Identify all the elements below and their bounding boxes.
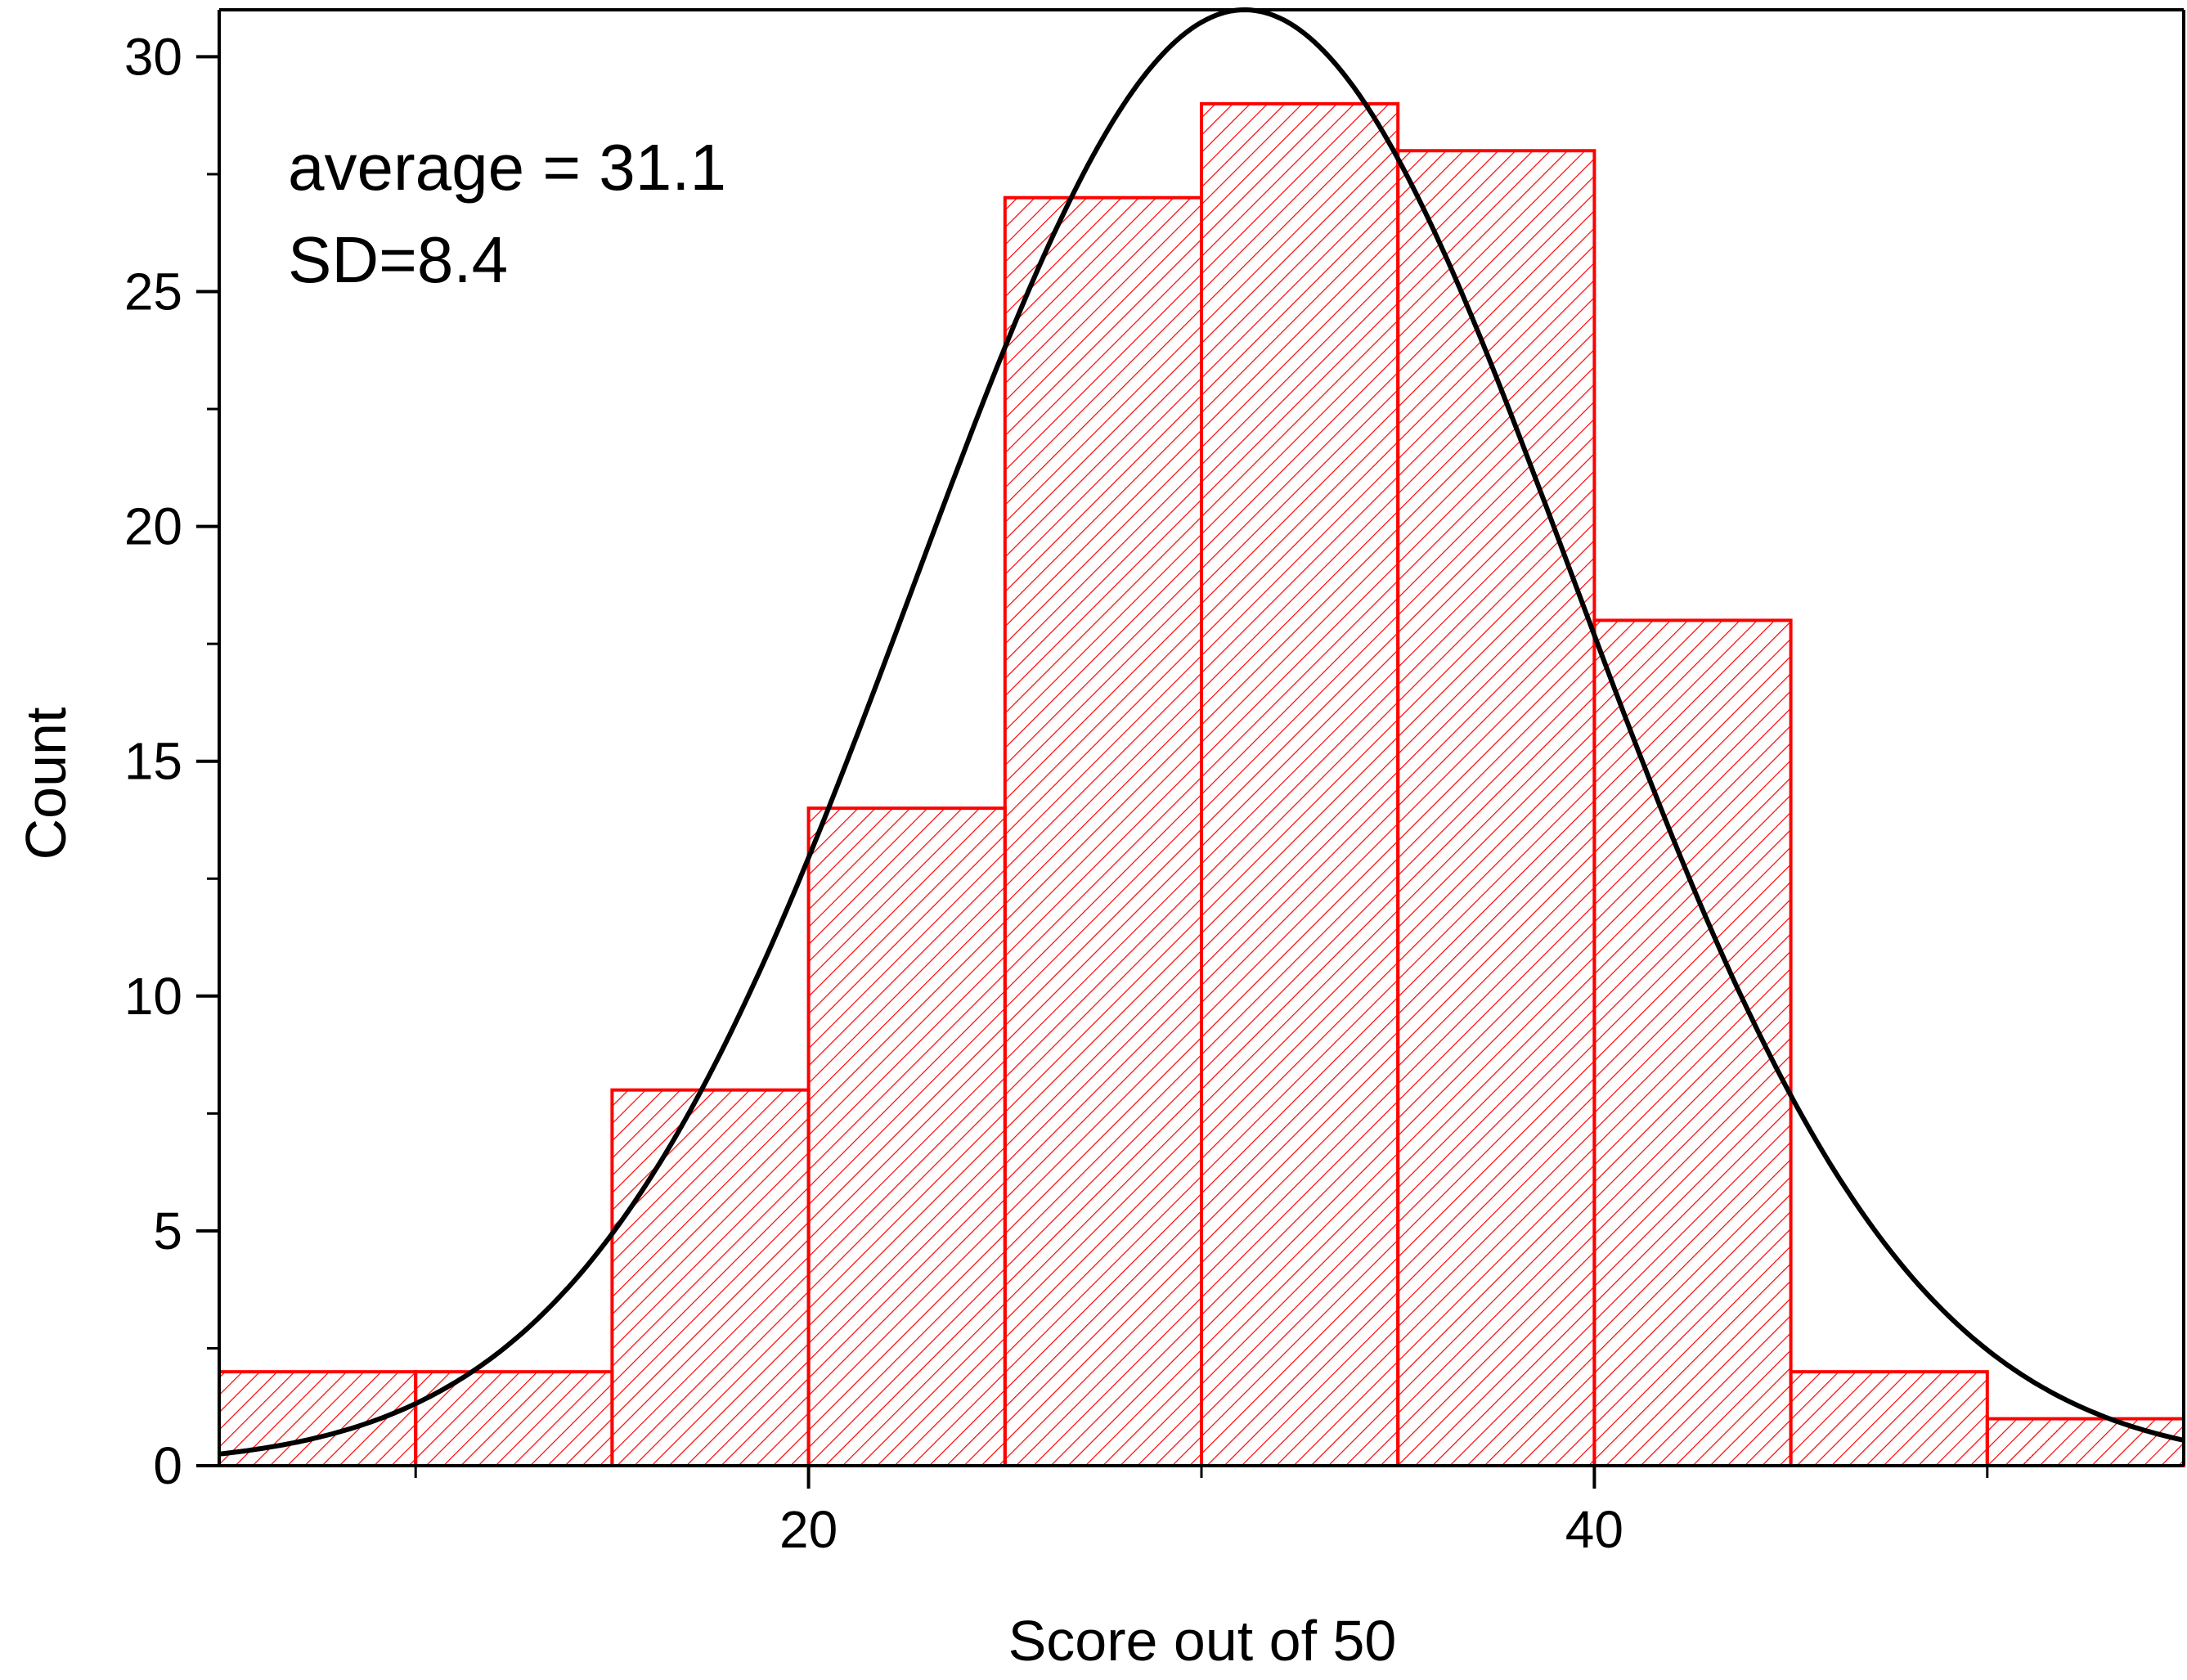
annotation-average: average = 31.1 bbox=[288, 131, 726, 204]
y-tick-label: 20 bbox=[124, 497, 182, 556]
ticks-layer: 0 5 10 15 20 25 30 20 40 bbox=[124, 27, 1989, 1559]
histogram-bar-10 bbox=[1985, 1417, 2186, 1468]
bars-layer bbox=[218, 101, 2186, 1468]
y-tick-label: 0 bbox=[153, 1436, 182, 1495]
histogram-bar-3 bbox=[610, 1088, 811, 1467]
x-tick-label: 40 bbox=[1565, 1500, 1623, 1559]
normal-fit-curve bbox=[218, 7, 2185, 1457]
y-axis-title: Count bbox=[14, 707, 78, 860]
y-tick-label: 5 bbox=[153, 1202, 182, 1260]
histogram-bar-7 bbox=[1396, 149, 1596, 1468]
histogram-bar-4 bbox=[806, 806, 1007, 1467]
y-tick-label: 15 bbox=[124, 732, 182, 791]
histogram-bar-8 bbox=[1592, 618, 1793, 1467]
y-tick-label: 25 bbox=[124, 263, 182, 321]
curve-layer bbox=[218, 7, 2185, 1457]
histogram-bar-6 bbox=[1200, 101, 1400, 1467]
x-tick-label: 20 bbox=[779, 1500, 838, 1559]
histogram-bar-5 bbox=[1003, 195, 1204, 1468]
y-tick-label: 10 bbox=[124, 967, 182, 1026]
histogram-bar-9 bbox=[1789, 1370, 1989, 1467]
y-tick-label: 30 bbox=[124, 27, 182, 86]
annotation-sd: SD=8.4 bbox=[288, 223, 508, 296]
x-axis-title: Score out of 50 bbox=[1008, 1609, 1397, 1673]
